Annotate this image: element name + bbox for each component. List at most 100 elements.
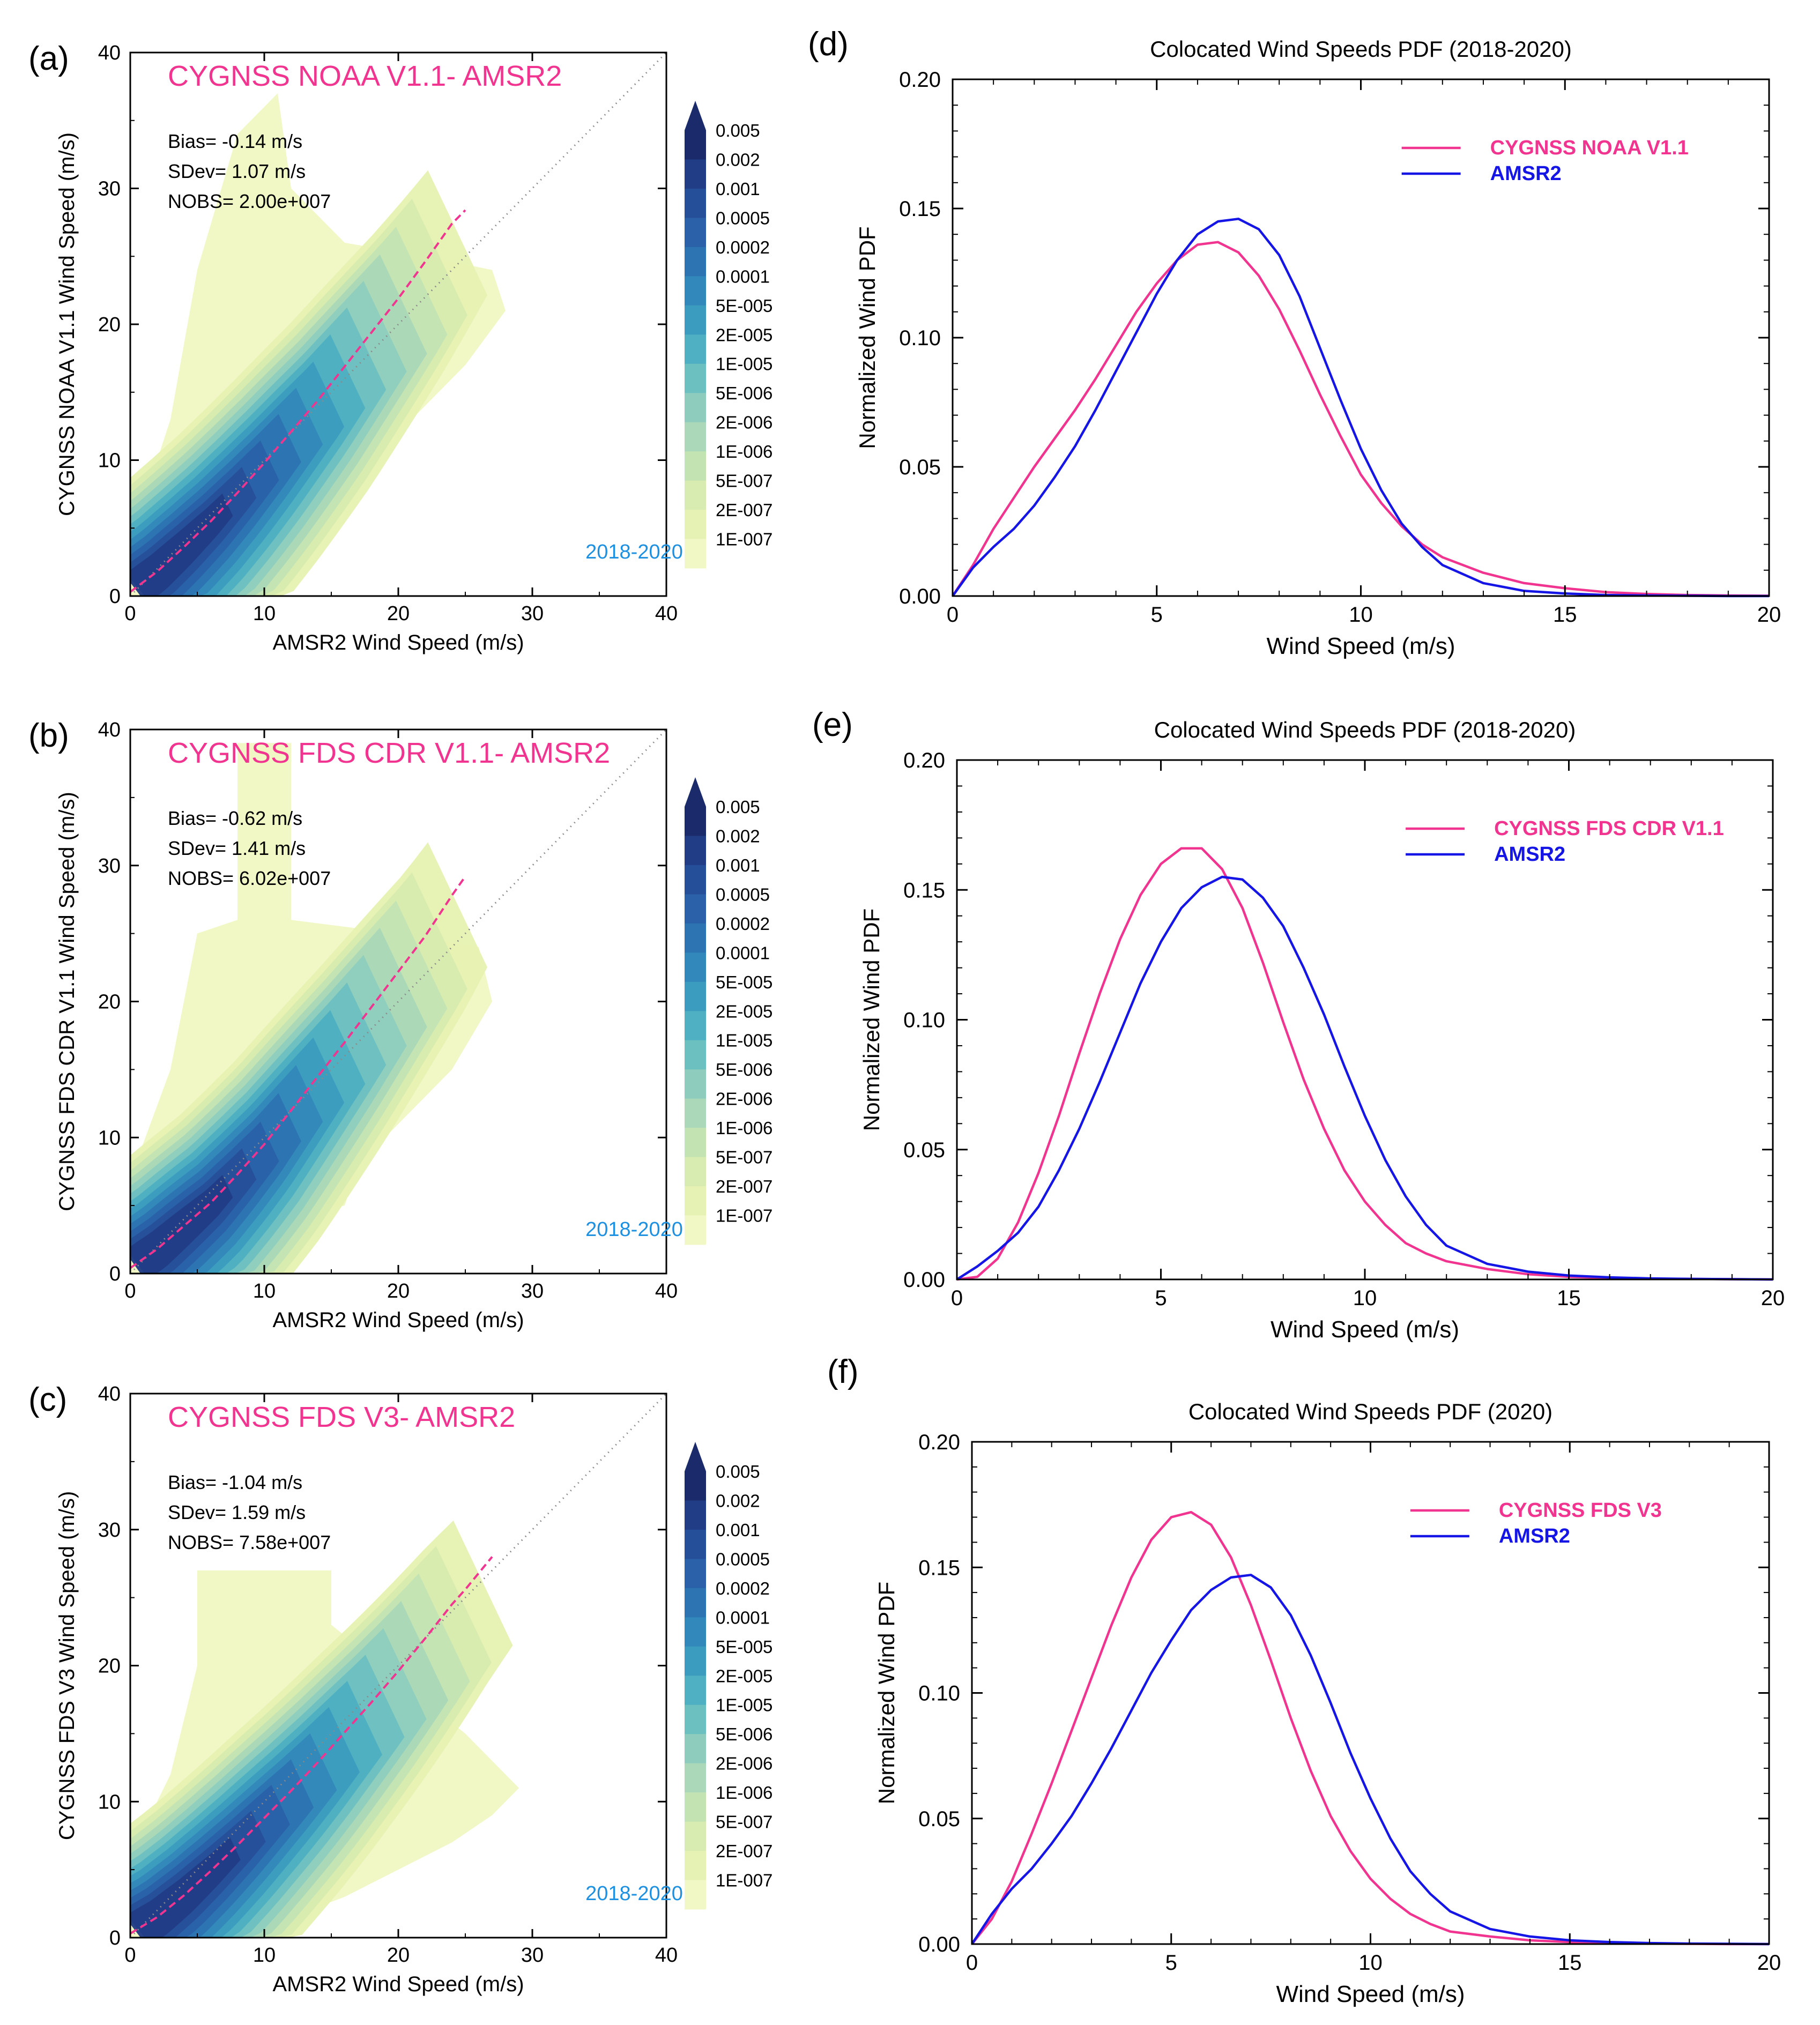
colorbar-swatch — [685, 1559, 706, 1589]
colorbar-label: 1E-006 — [716, 1118, 772, 1138]
colorbar-swatch — [685, 480, 706, 510]
x-tick-label: 20 — [1761, 1286, 1785, 1310]
stats-text: SDev= 1.41 m/s — [168, 837, 306, 859]
colorbar-label: 2E-006 — [716, 413, 772, 433]
colorbar-swatch — [685, 510, 706, 540]
y-tick-label: 10 — [98, 1791, 121, 1813]
panel-label: (b) — [28, 717, 69, 754]
colorbar-label: 0.001 — [716, 179, 760, 199]
colorbar-label: 0.002 — [716, 150, 760, 169]
colorbar-label: 5E-005 — [716, 1637, 772, 1657]
y-tick-label: 0.10 — [899, 326, 941, 350]
y-axis-label: CYGNSS NOAA V1.1 Wind Speed (m/s) — [55, 132, 79, 516]
colorbar-swatch — [685, 451, 706, 481]
density-contour-band — [130, 1837, 241, 1938]
chart-title: Colocated Wind Speeds PDF (2020) — [1188, 1399, 1552, 1424]
y-axis-label: Normalized Wind PDF — [874, 1582, 899, 1804]
colorbar-label: 2E-007 — [716, 500, 772, 520]
colorbar-swatch — [685, 1098, 706, 1128]
stats-text: Bias= -0.62 m/s — [168, 807, 302, 829]
colorbar-swatch — [685, 1851, 706, 1881]
x-axis-label: AMSR2 Wind Speed (m/s) — [272, 1308, 524, 1332]
colorbar-swatch — [685, 188, 706, 218]
colorbar-label: 5E-006 — [716, 1060, 772, 1079]
y-tick-label: 40 — [98, 719, 121, 741]
y-tick-label: 20 — [98, 314, 121, 336]
y-tick-label: 30 — [98, 855, 121, 877]
y-tick-label: 0.15 — [899, 197, 941, 221]
colorbar-label: 0.0001 — [716, 1607, 770, 1627]
y-tick-label: 0 — [109, 1263, 121, 1285]
y-tick-label: 0.00 — [918, 1933, 960, 1956]
colorbar-swatch — [685, 1157, 706, 1187]
y-axis-label: CYGNSS FDS V3 Wind Speed (m/s) — [55, 1491, 79, 1840]
colorbar-label: 0.005 — [716, 797, 760, 817]
y-axis-label: CYGNSS FDS CDR V1.1 Wind Speed (m/s) — [55, 792, 79, 1211]
chart-title: Colocated Wind Speeds PDF (2018-2020) — [1150, 36, 1572, 62]
x-tick-label: 20 — [387, 1944, 410, 1967]
colorbar-label: 1E-005 — [716, 1695, 772, 1715]
colorbar-label: 0.0002 — [716, 914, 770, 934]
stats-text: SDev= 1.59 m/s — [168, 1501, 306, 1523]
stats-text: SDev= 1.07 m/s — [168, 160, 306, 182]
y-tick-label: 0.20 — [903, 749, 945, 772]
stats-text: NOBS= 6.02e+007 — [168, 867, 331, 889]
colorbar-swatch — [685, 305, 706, 335]
y-tick-label: 10 — [98, 450, 121, 472]
panel-label: (f) — [827, 1353, 859, 1390]
colorbar-label: 0.002 — [716, 826, 760, 846]
period-label: 2018-2020 — [585, 1218, 683, 1241]
colorbar-label: 0.001 — [716, 855, 760, 875]
colorbar-label: 1E-007 — [716, 530, 772, 549]
colorbar-swatch — [685, 865, 706, 895]
y-axis-label: Normalized Wind PDF — [859, 909, 884, 1131]
x-tick-label: 30 — [521, 602, 544, 625]
colorbar-label: 0.0002 — [716, 1579, 770, 1598]
colorbar-swatch — [685, 1040, 706, 1070]
colorbar-label: 0.0001 — [716, 266, 770, 286]
colorbar-swatch — [685, 1186, 706, 1216]
x-tick-label: 5 — [1165, 1951, 1177, 1975]
legend-label: CYGNSS FDS CDR V1.1 — [1494, 817, 1724, 840]
colorbar-swatch — [685, 1500, 706, 1530]
series-line-1 — [971, 1574, 1770, 1946]
chart-title: CYGNSS NOAA V1.1- AMSR2 — [168, 60, 562, 92]
y-tick-label: 0 — [109, 1927, 121, 1949]
panel-label: (d) — [808, 26, 849, 63]
colorbar-label: 2E-006 — [716, 1754, 772, 1774]
mean-curve — [130, 209, 466, 593]
period-label: 2018-2020 — [585, 541, 683, 563]
colorbar-swatch — [685, 807, 706, 836]
x-tick-label: 30 — [521, 1280, 544, 1302]
y-tick-label: 40 — [98, 42, 121, 64]
colorbar-swatch — [685, 981, 706, 1011]
colorbar-swatch — [685, 218, 706, 248]
colorbar-swatch — [685, 363, 706, 393]
x-tick-label: 10 — [253, 1280, 276, 1302]
colorbar-swatch — [685, 894, 706, 924]
colorbar-swatch — [685, 836, 706, 866]
x-tick-label: 0 — [124, 602, 136, 625]
colorbar-swatch — [685, 130, 706, 160]
x-tick-label: 0 — [124, 1944, 136, 1967]
panel-label: (a) — [28, 40, 69, 77]
colorbar-swatch — [685, 159, 706, 189]
colorbar-label: 2E-005 — [716, 1001, 772, 1021]
colorbar-swatch — [685, 1763, 706, 1793]
x-axis-label: Wind Speed (m/s) — [1271, 1316, 1459, 1343]
chart-title: Colocated Wind Speeds PDF (2018-2020) — [1154, 717, 1576, 742]
colorbar-swatch — [685, 1471, 706, 1501]
y-tick-label: 0.15 — [918, 1556, 960, 1580]
x-axis-label: Wind Speed (m/s) — [1276, 1981, 1465, 2007]
colorbar-label: 1E-005 — [716, 354, 772, 374]
x-tick-label: 5 — [1151, 603, 1163, 627]
x-tick-label: 15 — [1557, 1286, 1581, 1310]
mean-curve — [130, 1556, 493, 1935]
colorbar-label: 5E-007 — [716, 471, 772, 491]
y-tick-label: 40 — [98, 1383, 121, 1405]
colorbar-label: 1E-006 — [716, 1783, 772, 1803]
x-axis-label: Wind Speed (m/s) — [1266, 633, 1455, 659]
colorbar-label: 1E-007 — [716, 1206, 772, 1226]
colorbar-swatch — [685, 1529, 706, 1559]
colorbar-label: 0.005 — [716, 1462, 760, 1481]
